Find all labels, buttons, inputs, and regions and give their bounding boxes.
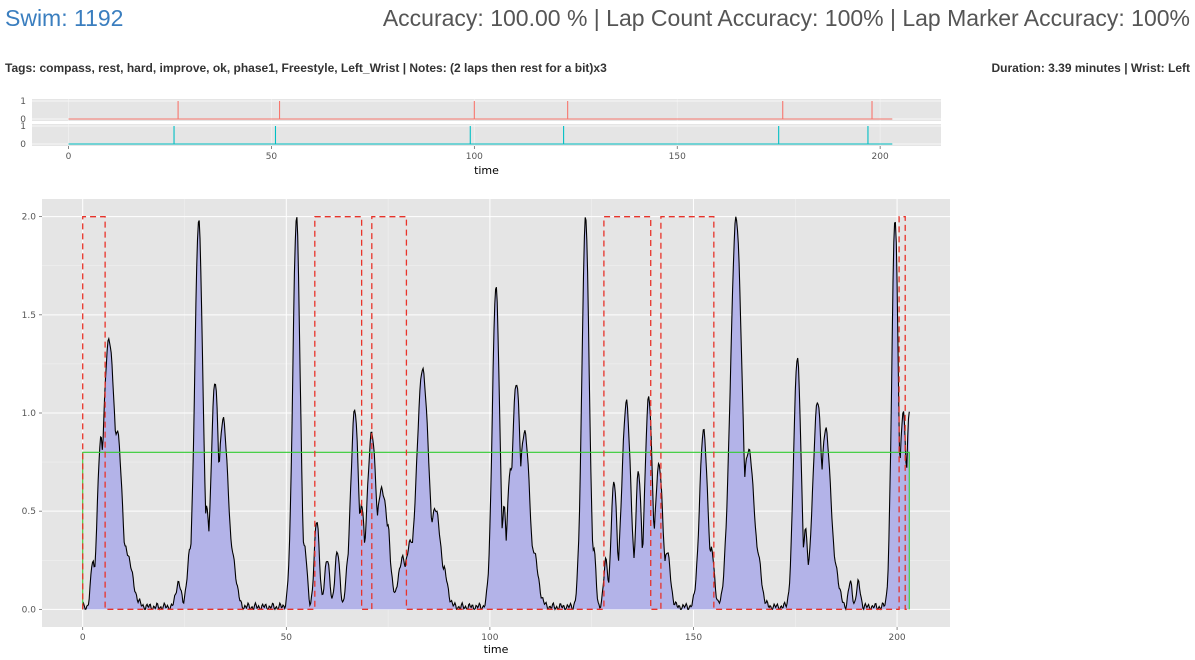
x-tick-label: 50 [266, 152, 278, 162]
y-tick-label: 1 [20, 122, 26, 132]
x-tick-label: 0 [80, 633, 86, 643]
x-axis-title: time [474, 164, 499, 177]
x-tick-label: 50 [281, 633, 293, 643]
y-tick-label: 2.0 [22, 213, 37, 223]
y-tick-label: 0 [20, 115, 26, 125]
y-tick-label: 1.0 [22, 409, 37, 419]
y-tick-label: 0 [20, 140, 26, 150]
x-tick-label: 100 [481, 633, 498, 643]
y-tick-label: 0.0 [22, 605, 37, 615]
x-tick-label: 150 [669, 152, 686, 162]
tags-notes-line: Tags: compass, rest, hard, improve, ok, … [5, 61, 607, 75]
x-tick-label: 100 [466, 152, 483, 162]
lap-state-dashed-line [82, 216, 910, 610]
accuracy-summary: Accuracy: 100.00 % | Lap Count Accuracy:… [382, 5, 1190, 31]
x-tick-label: 200 [888, 633, 905, 643]
x-tick-label: 150 [685, 633, 702, 643]
x-tick-label: 0 [66, 152, 72, 162]
threshold-line [82, 451, 910, 610]
y-tick-label: 0.5 [22, 507, 36, 517]
strip-panel [32, 124, 941, 146]
swim-title: Swim: 1192 [5, 5, 124, 31]
y-tick-label: 1 [20, 97, 26, 107]
x-tick-label: 200 [872, 152, 889, 162]
duration-wrist-line: Duration: 3.39 minutes | Wrist: Left [991, 61, 1191, 75]
y-tick-label: 1.5 [22, 311, 36, 321]
strip-panel [32, 99, 941, 121]
x-axis-title: time [484, 643, 509, 656]
signal-area [82, 216, 910, 610]
